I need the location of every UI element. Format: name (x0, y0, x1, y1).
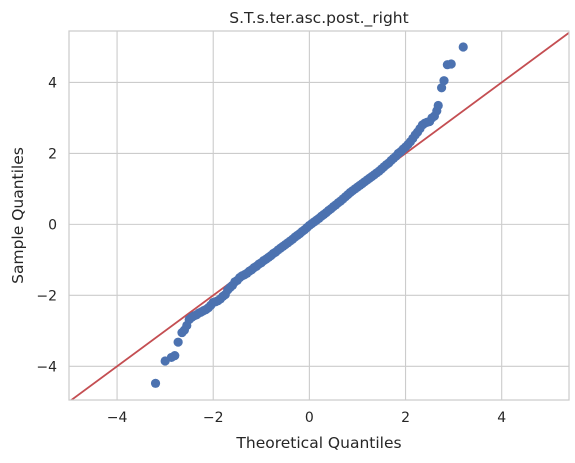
plot-frame (68, 30, 570, 401)
data-points (150, 42, 468, 388)
data-point (150, 378, 161, 388)
grid (69, 31, 569, 400)
x-tick-labels: −4 −2 0 2 4 (107, 410, 506, 426)
y-axis-label: Sample Quantiles (9, 147, 27, 284)
y-tick-label: 2 (48, 146, 57, 162)
data-point (173, 337, 183, 347)
x-axis-label: Theoretical Quantiles (235, 434, 401, 452)
y-tick-label: −2 (36, 288, 57, 304)
data-point (433, 100, 443, 111)
y-tick-labels: −4 −2 0 2 4 (36, 75, 57, 375)
x-tick-label: −2 (203, 410, 224, 426)
y-tick-label: 4 (48, 75, 57, 91)
data-point (170, 351, 180, 361)
x-tick-label: 2 (401, 410, 410, 426)
data-point (439, 76, 449, 86)
y-tick-label: −4 (36, 359, 57, 375)
y-tick-label: 0 (48, 217, 57, 233)
chart-title: S.T.s.ter.asc.post._right (229, 9, 408, 28)
x-tick-label: −4 (107, 410, 128, 426)
data-point (446, 59, 456, 69)
x-tick-label: 4 (497, 410, 506, 426)
data-point (436, 83, 447, 93)
data-point (458, 42, 468, 52)
x-tick-label: 0 (305, 410, 314, 426)
